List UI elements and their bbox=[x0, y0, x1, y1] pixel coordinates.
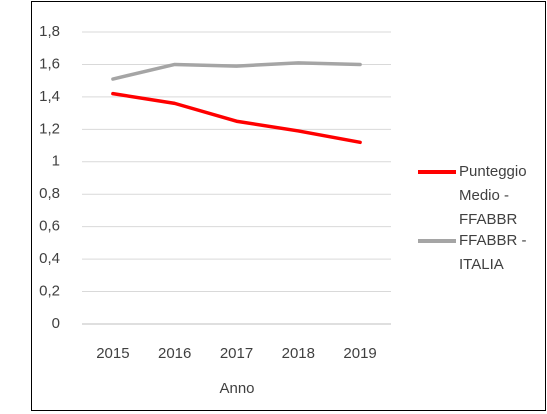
legend-item: FFABBR - ITALIA bbox=[418, 229, 545, 277]
x-tick-label: 2019 bbox=[343, 345, 376, 362]
y-tick-label: 0,8 bbox=[39, 185, 60, 202]
y-tick-label: 0 bbox=[52, 315, 60, 332]
y-tick-label: 1,6 bbox=[39, 55, 60, 72]
y-tick-label: 1,4 bbox=[39, 88, 60, 105]
x-tick-label: 2018 bbox=[282, 345, 315, 362]
y-tick-label: 0,4 bbox=[39, 250, 60, 267]
legend-swatch bbox=[418, 170, 456, 174]
legend-swatch bbox=[418, 239, 456, 243]
chart-border bbox=[31, 1, 546, 411]
y-tick-label: 0,6 bbox=[39, 218, 60, 235]
x-tick-label: 2015 bbox=[96, 345, 129, 362]
legend-label: FFABBR - ITALIA bbox=[459, 232, 527, 273]
y-tick-label: 0,2 bbox=[39, 283, 60, 300]
series-line bbox=[111, 61, 362, 81]
series-line bbox=[111, 91, 362, 145]
y-tick-label: 1 bbox=[52, 153, 60, 170]
legend-label: Punteggio Medio - FFABBR bbox=[459, 163, 527, 228]
y-tick-label: 1,8 bbox=[39, 23, 60, 40]
y-tick-label: 1,2 bbox=[39, 120, 60, 137]
legend-item: Punteggio Medio - FFABBR bbox=[418, 160, 545, 232]
x-tick-label: 2016 bbox=[158, 345, 191, 362]
x-tick-label: 2017 bbox=[220, 345, 253, 362]
x-axis-title: Anno bbox=[219, 380, 254, 397]
